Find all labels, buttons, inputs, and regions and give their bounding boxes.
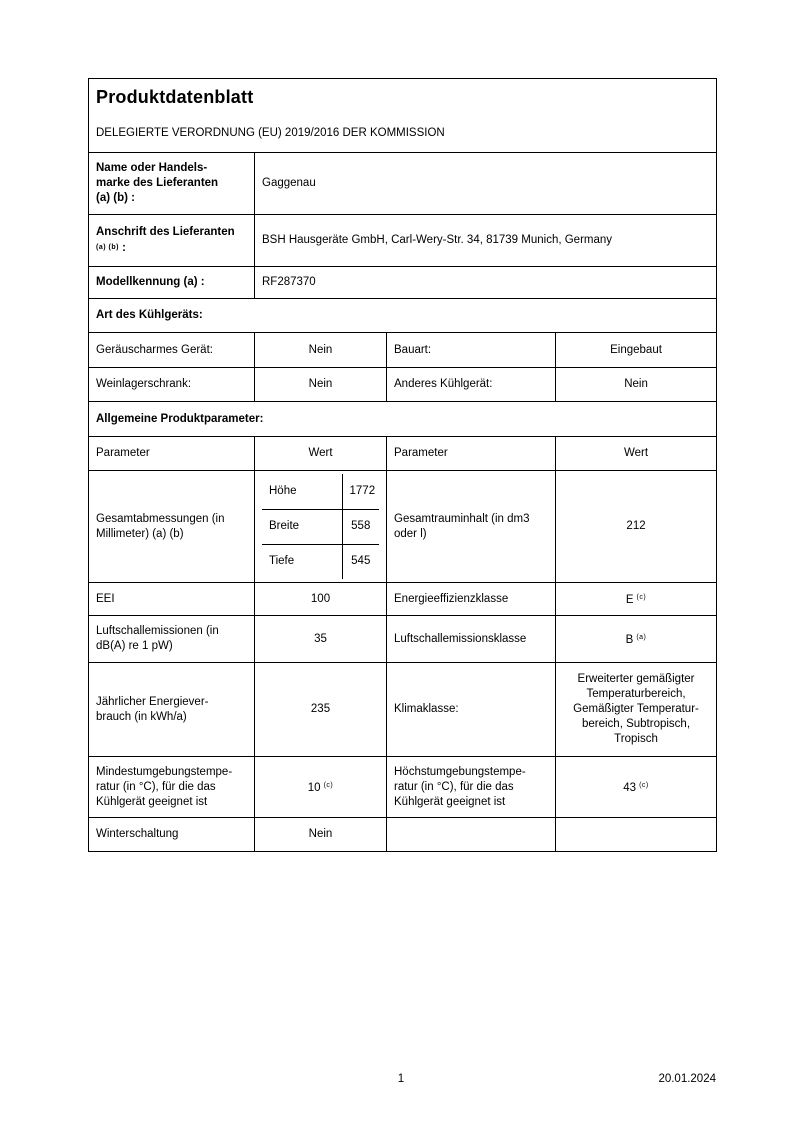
- col-header-wert-1: Wert: [254, 436, 387, 471]
- dim-tiefe-value: 545: [351, 555, 371, 568]
- dimensions-subtable-cell: Höhe 1772 Breite 558 Tiefe 545: [254, 470, 387, 583]
- page-number: 1: [397, 1073, 405, 1085]
- dim-hoehe-value: 1772: [349, 484, 376, 497]
- dim-tiefe-label: Tiefe: [262, 544, 343, 579]
- col-header-wert-2: Wert: [554, 436, 718, 471]
- min-temp-footnote: (c): [323, 782, 334, 789]
- supplier-address-label: Anschrift des Lieferanten (a) (b) :: [88, 214, 255, 267]
- other-appliance-label: Anderes Kühlgerät:: [386, 367, 556, 402]
- winter-row: Winterschaltung Nein: [88, 817, 718, 852]
- supplier-name-label: Name oder Handels- marke des Lieferanten…: [88, 152, 255, 215]
- document-date: 20.01.2024: [658, 1073, 716, 1085]
- title-cell: Produktdatenblatt DELEGIERTE VERORDNUNG …: [87, 78, 718, 153]
- energy-class-label: Energieeffizienzklasse: [386, 582, 556, 616]
- supplier-name-value: Gaggenau: [253, 152, 718, 215]
- max-temp-value: 43 (c): [554, 756, 718, 818]
- volume-value: 212: [554, 470, 718, 583]
- dim-row-hoehe: Höhe 1772: [262, 474, 379, 509]
- low-noise-value: Nein: [254, 332, 387, 368]
- supplier-address-label-text: Anschrift des Lieferanten: [96, 226, 235, 238]
- dim-hoehe-label: Höhe: [262, 474, 343, 509]
- page-title: Produktdatenblatt: [96, 87, 254, 107]
- energy-row: Jährlicher Energiever- brauch (in kWh/a)…: [88, 662, 718, 757]
- annual-energy-value: 235: [254, 662, 387, 757]
- low-noise-label: Geräuscharmes Gerät:: [88, 332, 255, 368]
- noise-class-footnote: (a): [636, 634, 647, 641]
- wine-storage-label: Weinlagerschrank:: [88, 367, 255, 402]
- max-temp-label: Höchstumgebungstempe- ratur (in °C), für…: [386, 756, 556, 818]
- temperature-row: Mindestumgebungstempe- ratur (in °C), fü…: [88, 756, 718, 818]
- general-section-heading-row: Allgemeine Produktparameter:: [87, 401, 718, 437]
- dimensions-subtable: Höhe 1772 Breite 558 Tiefe 545: [262, 474, 379, 579]
- dim-breite-label: Breite: [262, 508, 343, 545]
- title-row: Produktdatenblatt DELEGIERTE VERORDNUNG …: [87, 78, 718, 153]
- max-temp-footnote: (c): [639, 782, 649, 789]
- product-datasheet-table: Produktdatenblatt DELEGIERTE VERORDNUNG …: [87, 78, 718, 852]
- model-row: Modellkennung (a) : RF287370: [88, 266, 718, 299]
- noise-label: Luftschallemissionen (in dB(A) re 1 pW): [88, 615, 255, 663]
- model-value: RF287370: [253, 266, 718, 299]
- model-label: Modellkennung (a) :: [88, 266, 255, 299]
- design-type-label: Bauart:: [386, 332, 556, 368]
- page-footer: 1 20.01.2024: [0, 1073, 802, 1089]
- col-header-parameter-1: Parameter: [88, 436, 255, 471]
- winter-empty-cell-1: [386, 817, 556, 852]
- eei-value: 100: [254, 582, 387, 616]
- energy-class-letter: E: [625, 594, 634, 606]
- type-section-heading: Art des Kühlgeräts:: [87, 298, 718, 333]
- winter-empty-cell-2: [554, 817, 718, 852]
- design-type-value: Eingebaut: [554, 332, 718, 368]
- supplier-address-label-footnotes: (a) (b) :: [96, 240, 247, 256]
- supplier-address-value: BSH Hausgeräte GmbH, Carl-Wery-Str. 34, …: [253, 214, 718, 267]
- energy-class-value: E (c): [554, 582, 718, 616]
- noise-class-value: B (a): [554, 615, 718, 663]
- min-temp-number: 10: [307, 782, 321, 794]
- supplier-name-row: Name oder Handels- marke des Lieferanten…: [88, 152, 718, 215]
- noise-row: Luftschallemissionen (in dB(A) re 1 pW) …: [88, 615, 718, 663]
- general-section-heading: Allgemeine Produktparameter:: [87, 401, 718, 437]
- dimensions-label: Gesamtabmessungen (in Millimeter) (a) (b…: [88, 470, 255, 583]
- volume-label: Gesamtrauminhalt (in dm3 oder l): [386, 470, 556, 583]
- noise-class-letter: B: [625, 634, 634, 646]
- eei-row: EEI 100 Energieeffizienzklasse E (c): [88, 582, 718, 616]
- wine-storage-value: Nein: [254, 367, 387, 402]
- dim-breite-value: 558: [342, 508, 379, 545]
- min-temp-value: 10 (c): [254, 756, 387, 818]
- max-temp-number: 43: [623, 782, 637, 794]
- type-row-1: Geräuscharmes Gerät: Nein Bauart: Eingeb…: [88, 332, 718, 368]
- type-section-heading-row: Art des Kühlgeräts:: [87, 298, 718, 333]
- type-row-2: Weinlagerschrank: Nein Anderes Kühlgerät…: [88, 367, 718, 402]
- noise-value: 35: [254, 615, 387, 663]
- energy-class-footnote: (c): [636, 594, 647, 601]
- supplier-address-row: Anschrift des Lieferanten (a) (b) : BSH …: [88, 214, 718, 267]
- other-appliance-value: Nein: [554, 367, 718, 402]
- climate-class-label: Klimaklasse:: [386, 662, 556, 757]
- label-colon: :: [122, 242, 126, 254]
- noise-class-label: Luftschallemissionsklasse: [386, 615, 556, 663]
- col-header-parameter-2: Parameter: [386, 436, 556, 471]
- footnote-marks: (a) (b): [96, 244, 119, 251]
- climate-class-value: Erweiterter gemäßigter Temperaturbereich…: [554, 662, 718, 757]
- dimensions-row: Gesamtabmessungen (in Millimeter) (a) (b…: [88, 470, 718, 583]
- winter-setting-label: Winterschaltung: [88, 817, 255, 852]
- column-header-row: Parameter Wert Parameter Wert: [88, 436, 718, 471]
- winter-setting-value: Nein: [254, 817, 387, 852]
- eei-label: EEI: [88, 582, 255, 616]
- annual-energy-label: Jährlicher Energiever- brauch (in kWh/a): [88, 662, 255, 757]
- min-temp-label: Mindestumgebungstempe- ratur (in °C), fü…: [88, 756, 255, 818]
- dim-row-breite: Breite 558: [262, 508, 379, 545]
- dim-row-tiefe: Tiefe 545: [262, 544, 379, 579]
- regulation-subtitle: DELEGIERTE VERORDNUNG (EU) 2019/2016 DER…: [96, 127, 445, 139]
